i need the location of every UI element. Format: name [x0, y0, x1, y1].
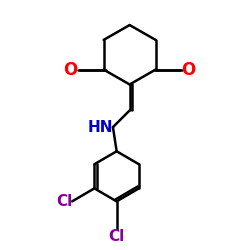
Text: Cl: Cl — [56, 194, 72, 209]
Text: O: O — [64, 60, 78, 78]
Text: O: O — [182, 60, 196, 78]
Text: Cl: Cl — [108, 229, 125, 244]
Text: HN: HN — [88, 120, 113, 135]
